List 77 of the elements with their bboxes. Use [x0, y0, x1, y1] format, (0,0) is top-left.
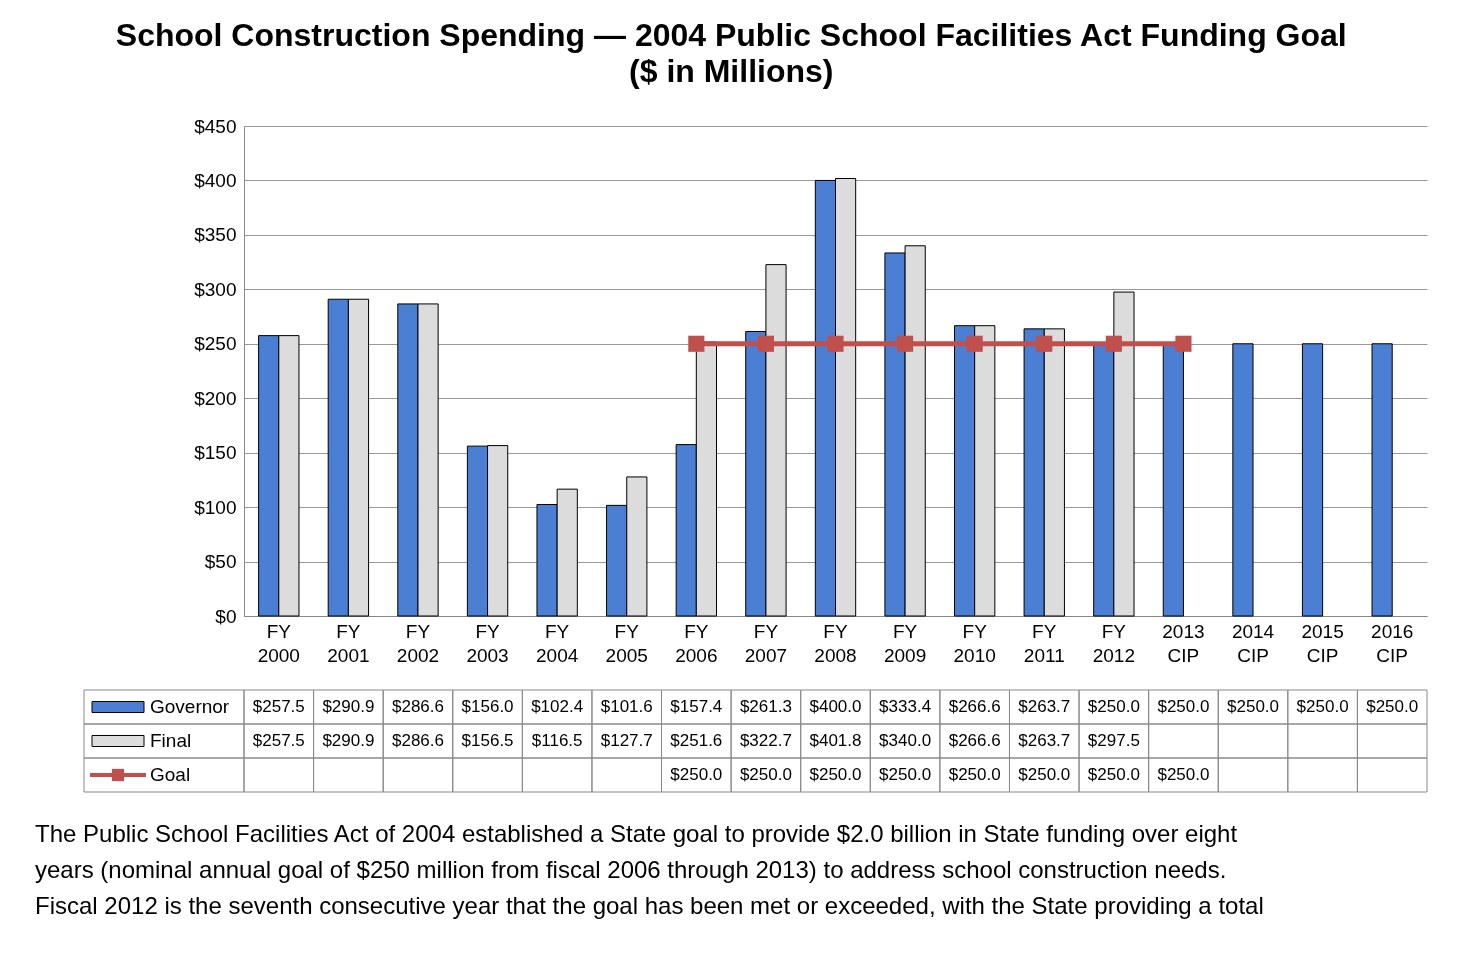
- y-tick-label: $0: [215, 605, 237, 627]
- data-label: $401.8: [809, 731, 862, 750]
- y-tick-label: $450: [194, 115, 237, 137]
- data-label: $250.0: [739, 765, 792, 784]
- text: years (nominal annual goal of $250 million from fiscal 2006 through 2013) to address school construction needs.: [35, 856, 1227, 883]
- x-tick-label: FY 2001: [327, 620, 370, 666]
- data-label: $400.0: [809, 697, 862, 716]
- x-tick-label: FY 2010: [953, 620, 996, 666]
- data-label: $286.6: [391, 731, 444, 750]
- data-label: $261.3: [739, 697, 792, 716]
- data-label: $257.5: [252, 731, 305, 750]
- x-tick-label: FY 2004: [536, 620, 579, 666]
- bar: [1301, 343, 1324, 617]
- data-label: $250.0: [1087, 765, 1140, 784]
- text: Fiscal 2012 is the seventh consecutive year that the goal has been met or exceeded, with the State providing a total: [35, 892, 1264, 919]
- x-tick-label: FY 2006: [675, 620, 718, 666]
- text: The Public School Facilities Act of 2004 established a State goal to provide $2.0 billion in State funding over eight: [35, 820, 1238, 847]
- data-label: $116.5: [531, 731, 583, 750]
- data-label: $263.7: [1018, 697, 1071, 716]
- chart-title: School Construction Spending — 2004 Public School Facilities Act Funding Goal: [115, 17, 1347, 53]
- data-label: $101.6: [600, 697, 653, 716]
- data-label: $157.4: [670, 697, 723, 716]
- x-tick-label: FY 2012: [1092, 620, 1135, 666]
- bar: [1232, 343, 1254, 617]
- data-label: $266.6: [948, 697, 1001, 716]
- x-tick-label: FY 2011: [1023, 620, 1065, 666]
- data-label: $127.7: [600, 731, 653, 750]
- data-label: $286.6: [391, 697, 444, 716]
- legend-label: Final: [150, 730, 192, 751]
- data-label: $297.5: [1087, 731, 1140, 750]
- data-label: $250.0: [879, 765, 932, 784]
- data-label: $251.6: [670, 731, 723, 750]
- data-label: $250.0: [1018, 765, 1071, 784]
- x-tick-label: FY 2009: [883, 620, 927, 666]
- data-label: $322.7: [739, 731, 792, 750]
- data-label: $156.0: [461, 697, 514, 716]
- data-label: $156.5: [461, 731, 514, 750]
- y-tick-label: $50: [204, 551, 237, 573]
- data-label: $263.7: [1018, 731, 1071, 750]
- data-label: $290.9: [322, 697, 375, 716]
- x-tick-label: 2013 CIP: [1162, 620, 1205, 666]
- x-tick-label: 2016 CIP: [1371, 620, 1414, 666]
- y-tick-label: $400: [194, 169, 237, 191]
- data-label: $290.9: [322, 731, 375, 750]
- data-label: $257.5: [252, 697, 305, 716]
- x-tick-label: FY 2007: [744, 620, 788, 666]
- data-label: $340.0: [879, 731, 932, 750]
- x-tick-label: 2014 CIP: [1231, 620, 1275, 666]
- y-tick-label: $250: [194, 333, 237, 355]
- data-label: $250.0: [948, 765, 1001, 784]
- data-label: $250.0: [1366, 697, 1419, 716]
- y-tick-label: $100: [194, 496, 237, 518]
- x-tick-label: FY 2003: [466, 620, 509, 666]
- x-tick-label: FY 2002: [396, 620, 440, 666]
- data-label: $250.0: [670, 765, 723, 784]
- x-tick-label: FY 2008: [814, 620, 857, 666]
- y-tick-label: $200: [194, 387, 237, 409]
- bar: [1162, 343, 1184, 617]
- data-label: $250.0: [809, 765, 862, 784]
- chart-subtitle: ($ in Millions): [629, 53, 834, 89]
- data-label: $250.0: [1087, 697, 1140, 716]
- bar: [1371, 343, 1393, 617]
- data-label: $250.0: [1157, 697, 1210, 716]
- y-tick-label: $350: [194, 224, 237, 246]
- data-label: $102.4: [531, 697, 584, 716]
- x-tick-label: FY 2000: [257, 620, 300, 666]
- data-label: $266.6: [948, 731, 1001, 750]
- x-tick-label: 2015 CIP: [1301, 620, 1344, 666]
- data-label: $250.0: [1157, 765, 1210, 784]
- data-label: $250.0: [1227, 697, 1280, 716]
- data-label: $250.0: [1296, 697, 1349, 716]
- y-tick-label: $300: [194, 278, 237, 300]
- legend-label: Governor: [150, 696, 230, 717]
- x-tick-label: FY 2005: [605, 620, 648, 666]
- y-tick-label: $150: [194, 442, 237, 464]
- data-label: $333.4: [879, 697, 932, 716]
- legend-label: Goal: [150, 764, 191, 785]
